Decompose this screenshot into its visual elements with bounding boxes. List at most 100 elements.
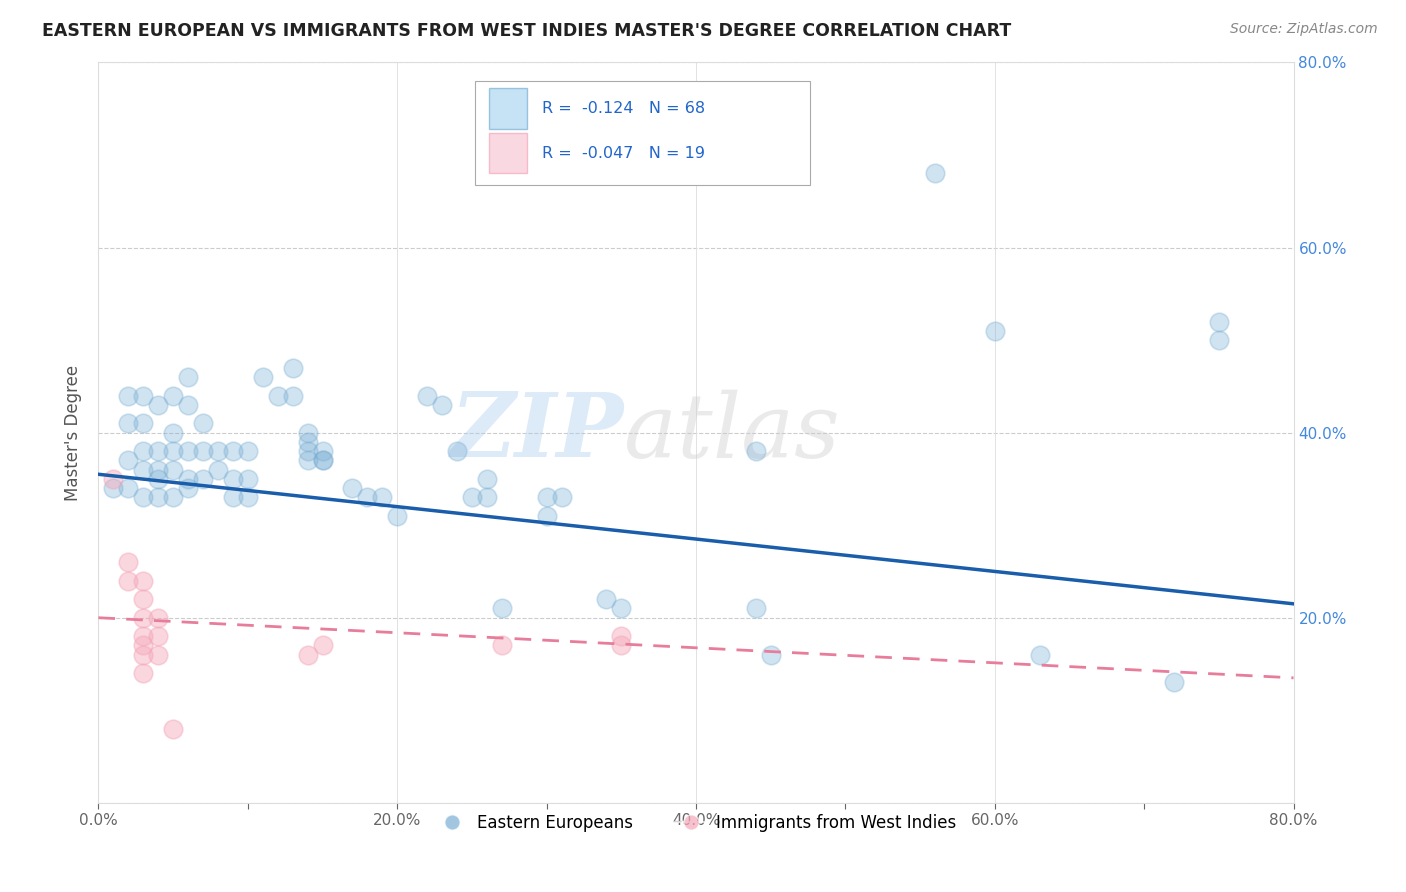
Point xyxy=(207,444,229,458)
Point xyxy=(148,398,170,412)
Point xyxy=(491,639,513,653)
Point xyxy=(117,574,139,588)
Point xyxy=(191,417,214,431)
Point xyxy=(311,453,333,467)
Point xyxy=(536,508,558,523)
Point xyxy=(356,491,378,505)
Point xyxy=(311,444,333,458)
Point xyxy=(222,472,245,486)
Point xyxy=(311,639,333,653)
Point xyxy=(103,472,125,486)
Point xyxy=(132,610,155,624)
Point xyxy=(1028,648,1050,662)
Point xyxy=(550,491,572,505)
Point xyxy=(281,388,304,402)
Point xyxy=(342,481,364,495)
Point xyxy=(162,462,184,476)
FancyBboxPatch shape xyxy=(489,88,527,129)
FancyBboxPatch shape xyxy=(489,133,527,173)
Point xyxy=(132,388,155,402)
Point xyxy=(132,629,155,643)
Point xyxy=(1208,333,1230,347)
Point xyxy=(148,444,170,458)
Text: R =  -0.047   N = 19: R = -0.047 N = 19 xyxy=(541,146,704,161)
Point xyxy=(252,370,274,384)
Point xyxy=(162,491,184,505)
Point xyxy=(236,472,259,486)
FancyBboxPatch shape xyxy=(475,81,810,185)
Point xyxy=(162,722,184,736)
Point xyxy=(297,444,319,458)
Point xyxy=(148,629,170,643)
Point xyxy=(430,398,453,412)
Point xyxy=(745,601,768,615)
Point xyxy=(132,666,155,681)
Text: Source: ZipAtlas.com: Source: ZipAtlas.com xyxy=(1230,22,1378,37)
Point xyxy=(207,462,229,476)
Point xyxy=(132,444,155,458)
Point xyxy=(132,648,155,662)
Point xyxy=(177,481,200,495)
Point xyxy=(236,491,259,505)
Point xyxy=(1163,675,1185,690)
Point xyxy=(297,453,319,467)
Text: R =  -0.124   N = 68: R = -0.124 N = 68 xyxy=(541,101,704,116)
Point xyxy=(177,444,200,458)
Point xyxy=(177,398,200,412)
Point xyxy=(132,592,155,607)
Point xyxy=(475,491,498,505)
Point xyxy=(491,601,513,615)
Point xyxy=(267,388,290,402)
Point xyxy=(148,472,170,486)
Point xyxy=(117,481,139,495)
Point xyxy=(117,453,139,467)
Point xyxy=(191,472,214,486)
Point xyxy=(446,444,468,458)
Point xyxy=(1208,314,1230,328)
Y-axis label: Master's Degree: Master's Degree xyxy=(65,365,83,500)
Point xyxy=(162,388,184,402)
Point xyxy=(536,491,558,505)
Point xyxy=(610,601,633,615)
Point xyxy=(132,417,155,431)
Point xyxy=(191,444,214,458)
Point xyxy=(297,648,319,662)
Point xyxy=(162,425,184,440)
Point xyxy=(610,639,633,653)
Point xyxy=(148,648,170,662)
Point xyxy=(162,444,184,458)
Point xyxy=(177,472,200,486)
Point xyxy=(745,444,768,458)
Point xyxy=(132,639,155,653)
Point xyxy=(132,462,155,476)
Point xyxy=(475,472,498,486)
Point xyxy=(132,574,155,588)
Text: atlas: atlas xyxy=(624,389,839,476)
Point xyxy=(595,592,617,607)
Point xyxy=(177,370,200,384)
Point xyxy=(281,360,304,375)
Point xyxy=(117,417,139,431)
Point xyxy=(371,491,394,505)
Point xyxy=(297,434,319,449)
Point xyxy=(461,491,484,505)
Point xyxy=(984,324,1007,338)
Point xyxy=(132,491,155,505)
Point xyxy=(103,481,125,495)
Text: EASTERN EUROPEAN VS IMMIGRANTS FROM WEST INDIES MASTER'S DEGREE CORRELATION CHAR: EASTERN EUROPEAN VS IMMIGRANTS FROM WEST… xyxy=(42,22,1011,40)
Point xyxy=(236,444,259,458)
Point xyxy=(297,425,319,440)
Point xyxy=(924,166,946,180)
Point xyxy=(759,648,782,662)
Point xyxy=(222,491,245,505)
Point xyxy=(148,462,170,476)
Point xyxy=(385,508,409,523)
Point xyxy=(610,629,633,643)
Point xyxy=(117,555,139,569)
Legend: Eastern Europeans, Immigrants from West Indies: Eastern Europeans, Immigrants from West … xyxy=(429,807,963,838)
Point xyxy=(416,388,439,402)
Point xyxy=(148,610,170,624)
Point xyxy=(117,388,139,402)
Text: ZIP: ZIP xyxy=(451,390,624,475)
Point xyxy=(222,444,245,458)
